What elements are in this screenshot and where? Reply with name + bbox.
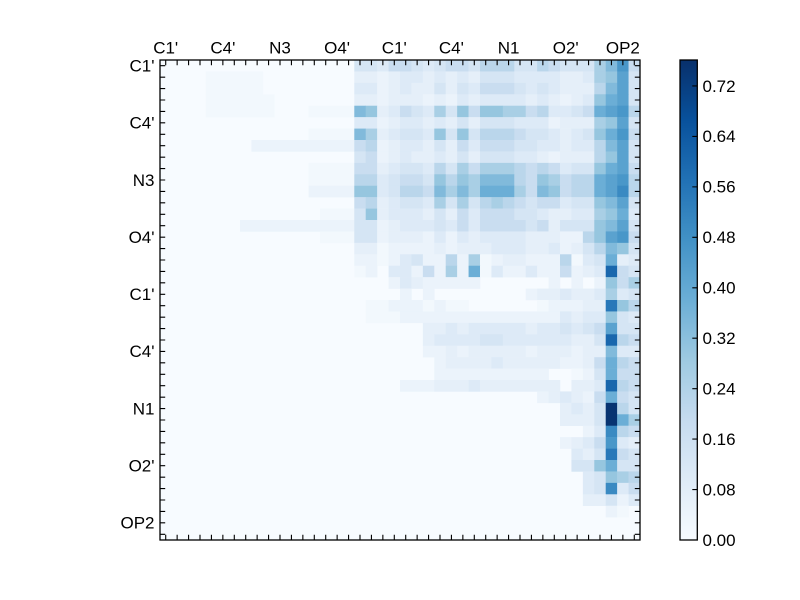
svg-text:0.16: 0.16 bbox=[703, 430, 736, 449]
svg-text:0.24: 0.24 bbox=[703, 379, 736, 398]
svg-text:C1': C1' bbox=[382, 39, 407, 58]
svg-text:C4': C4' bbox=[130, 342, 155, 361]
svg-text:O2': O2' bbox=[129, 457, 155, 476]
svg-text:C4': C4' bbox=[439, 39, 464, 58]
svg-text:0.00: 0.00 bbox=[703, 531, 736, 550]
svg-text:O4': O4' bbox=[129, 228, 155, 247]
svg-text:C1': C1' bbox=[130, 57, 155, 76]
svg-text:N3: N3 bbox=[133, 171, 155, 190]
svg-text:C4': C4' bbox=[130, 114, 155, 133]
svg-text:O2': O2' bbox=[553, 39, 579, 58]
svg-text:0.40: 0.40 bbox=[703, 279, 736, 298]
svg-text:0.72: 0.72 bbox=[703, 77, 736, 96]
svg-text:0.48: 0.48 bbox=[703, 228, 736, 247]
svg-text:0.64: 0.64 bbox=[703, 127, 736, 146]
svg-text:0.32: 0.32 bbox=[703, 329, 736, 348]
svg-text:N1: N1 bbox=[133, 399, 155, 418]
svg-text:N3: N3 bbox=[269, 39, 291, 58]
svg-text:0.08: 0.08 bbox=[703, 480, 736, 499]
svg-text:OP2: OP2 bbox=[120, 514, 154, 533]
svg-text:C1': C1' bbox=[153, 39, 178, 58]
svg-text:N1: N1 bbox=[498, 39, 520, 58]
svg-text:C4': C4' bbox=[210, 39, 235, 58]
svg-text:O4': O4' bbox=[324, 39, 350, 58]
svg-text:C1': C1' bbox=[130, 285, 155, 304]
svg-text:OP2: OP2 bbox=[606, 39, 640, 58]
svg-text:0.56: 0.56 bbox=[703, 178, 736, 197]
